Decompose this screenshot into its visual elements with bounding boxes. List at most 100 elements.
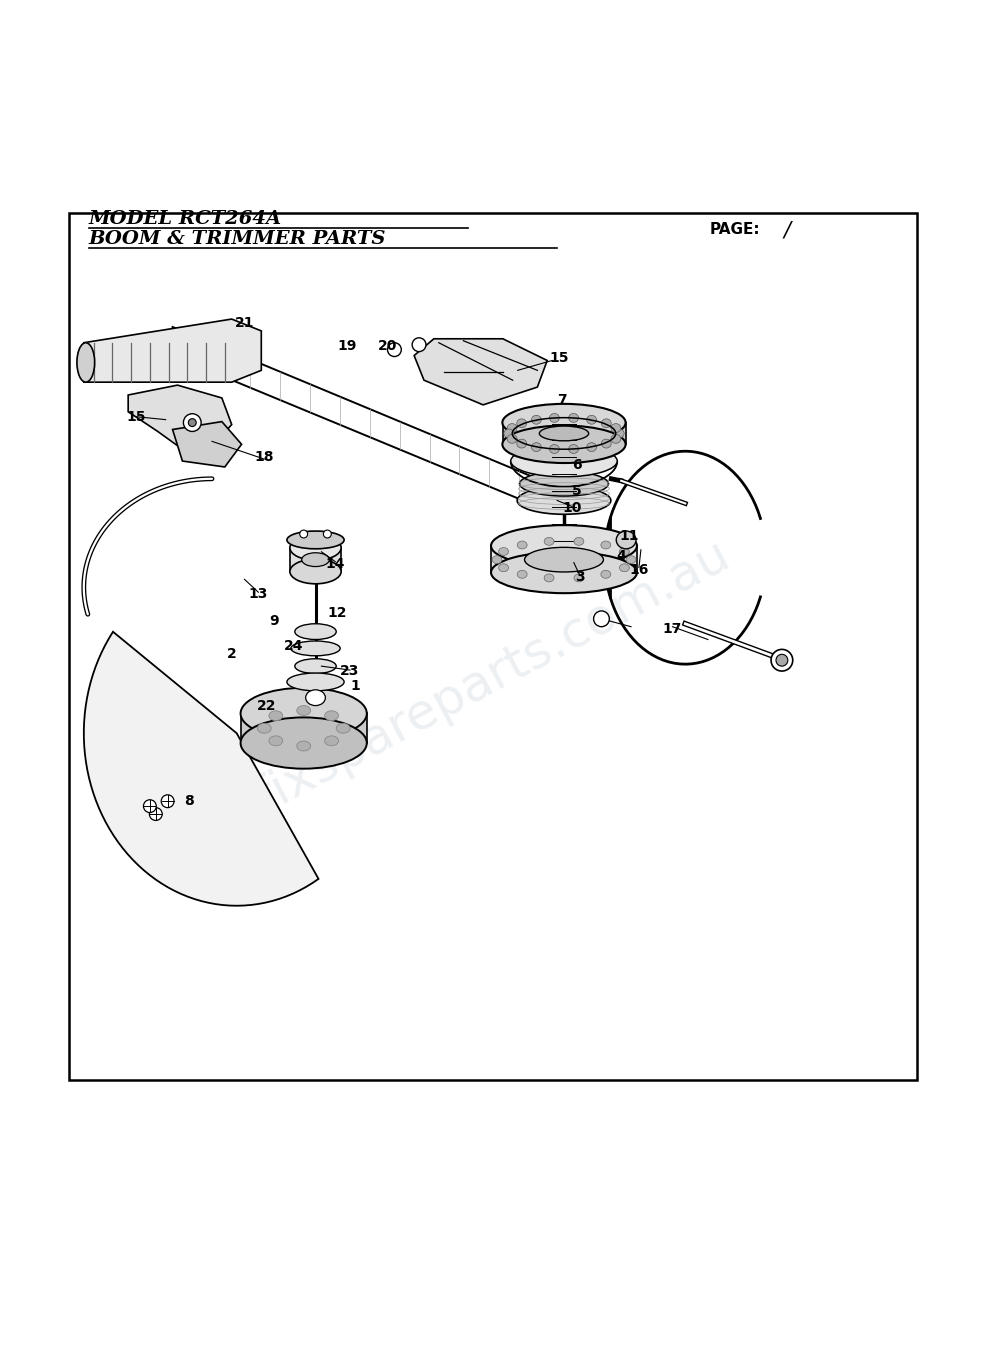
Text: 9: 9 xyxy=(269,614,279,627)
Ellipse shape xyxy=(269,711,283,721)
Ellipse shape xyxy=(539,426,589,441)
Ellipse shape xyxy=(302,553,329,566)
Ellipse shape xyxy=(569,414,579,422)
Polygon shape xyxy=(491,546,637,572)
Text: 15: 15 xyxy=(549,350,569,365)
Text: PAGE:: PAGE: xyxy=(710,222,760,237)
Text: 16: 16 xyxy=(629,564,649,577)
Ellipse shape xyxy=(324,711,338,721)
Ellipse shape xyxy=(144,800,156,813)
Text: 11: 11 xyxy=(619,529,639,544)
Ellipse shape xyxy=(776,654,788,667)
Text: 22: 22 xyxy=(256,699,276,713)
Ellipse shape xyxy=(290,535,341,560)
Text: 14: 14 xyxy=(325,557,345,571)
Text: 21: 21 xyxy=(235,316,254,330)
Ellipse shape xyxy=(544,538,554,545)
Ellipse shape xyxy=(600,571,610,579)
Ellipse shape xyxy=(520,472,608,496)
Text: 17: 17 xyxy=(663,622,682,635)
Polygon shape xyxy=(84,319,261,383)
Ellipse shape xyxy=(600,541,610,549)
Ellipse shape xyxy=(611,423,621,433)
Polygon shape xyxy=(414,339,547,404)
Ellipse shape xyxy=(323,530,331,538)
Text: 5: 5 xyxy=(572,484,582,498)
Ellipse shape xyxy=(150,807,162,821)
Ellipse shape xyxy=(269,735,283,746)
Polygon shape xyxy=(173,422,242,466)
Ellipse shape xyxy=(587,415,597,425)
Ellipse shape xyxy=(619,548,629,556)
Ellipse shape xyxy=(257,723,271,733)
Ellipse shape xyxy=(601,419,611,427)
Text: MODEL RCT264A: MODEL RCT264A xyxy=(89,211,282,228)
Ellipse shape xyxy=(569,445,579,453)
Ellipse shape xyxy=(502,426,625,462)
Ellipse shape xyxy=(587,442,597,452)
Ellipse shape xyxy=(507,423,517,433)
Ellipse shape xyxy=(287,531,344,549)
Ellipse shape xyxy=(517,419,527,427)
Ellipse shape xyxy=(619,564,629,572)
Ellipse shape xyxy=(574,538,584,545)
Ellipse shape xyxy=(491,552,637,594)
Text: 7: 7 xyxy=(557,393,567,407)
Polygon shape xyxy=(503,423,626,445)
Ellipse shape xyxy=(502,404,625,441)
Ellipse shape xyxy=(511,445,617,477)
Text: 18: 18 xyxy=(254,450,274,464)
Text: /: / xyxy=(784,220,791,241)
Ellipse shape xyxy=(295,658,336,673)
Ellipse shape xyxy=(492,556,502,564)
Ellipse shape xyxy=(336,723,350,733)
Text: 24: 24 xyxy=(284,639,304,653)
Ellipse shape xyxy=(531,442,541,452)
Ellipse shape xyxy=(626,556,636,564)
Ellipse shape xyxy=(77,342,95,383)
Ellipse shape xyxy=(300,530,308,538)
Text: 20: 20 xyxy=(378,339,397,353)
Ellipse shape xyxy=(291,641,340,656)
Ellipse shape xyxy=(525,548,603,572)
Ellipse shape xyxy=(518,541,528,549)
Ellipse shape xyxy=(188,419,196,426)
Ellipse shape xyxy=(614,429,624,438)
Ellipse shape xyxy=(549,414,559,422)
Ellipse shape xyxy=(295,623,336,639)
Ellipse shape xyxy=(290,560,341,584)
Ellipse shape xyxy=(574,575,584,581)
Ellipse shape xyxy=(324,735,338,746)
Text: 15: 15 xyxy=(126,410,146,423)
Text: BOOM & TRIMMER PARTS: BOOM & TRIMMER PARTS xyxy=(89,230,387,249)
Ellipse shape xyxy=(412,338,426,352)
Text: 8: 8 xyxy=(184,794,194,808)
Ellipse shape xyxy=(517,439,527,448)
Ellipse shape xyxy=(518,571,528,579)
Text: 19: 19 xyxy=(337,339,357,353)
Ellipse shape xyxy=(611,434,621,443)
Ellipse shape xyxy=(530,479,548,507)
Ellipse shape xyxy=(601,439,611,448)
Ellipse shape xyxy=(549,445,559,453)
Polygon shape xyxy=(84,631,318,906)
Ellipse shape xyxy=(771,649,793,671)
Ellipse shape xyxy=(616,531,636,549)
Ellipse shape xyxy=(531,415,541,425)
Text: 3: 3 xyxy=(575,571,585,584)
Ellipse shape xyxy=(499,564,509,572)
Ellipse shape xyxy=(594,611,609,627)
Text: 6: 6 xyxy=(572,458,582,472)
Polygon shape xyxy=(128,385,232,449)
Bar xyxy=(69,212,917,1080)
Text: 2: 2 xyxy=(227,648,237,661)
Ellipse shape xyxy=(491,525,637,566)
Text: 10: 10 xyxy=(562,502,582,515)
Ellipse shape xyxy=(507,434,517,443)
Ellipse shape xyxy=(241,718,367,769)
Ellipse shape xyxy=(517,487,610,514)
Text: fixspareparts.com.au: fixspareparts.com.au xyxy=(247,530,739,822)
Text: 23: 23 xyxy=(340,664,360,679)
Ellipse shape xyxy=(183,414,201,431)
Ellipse shape xyxy=(297,706,311,715)
